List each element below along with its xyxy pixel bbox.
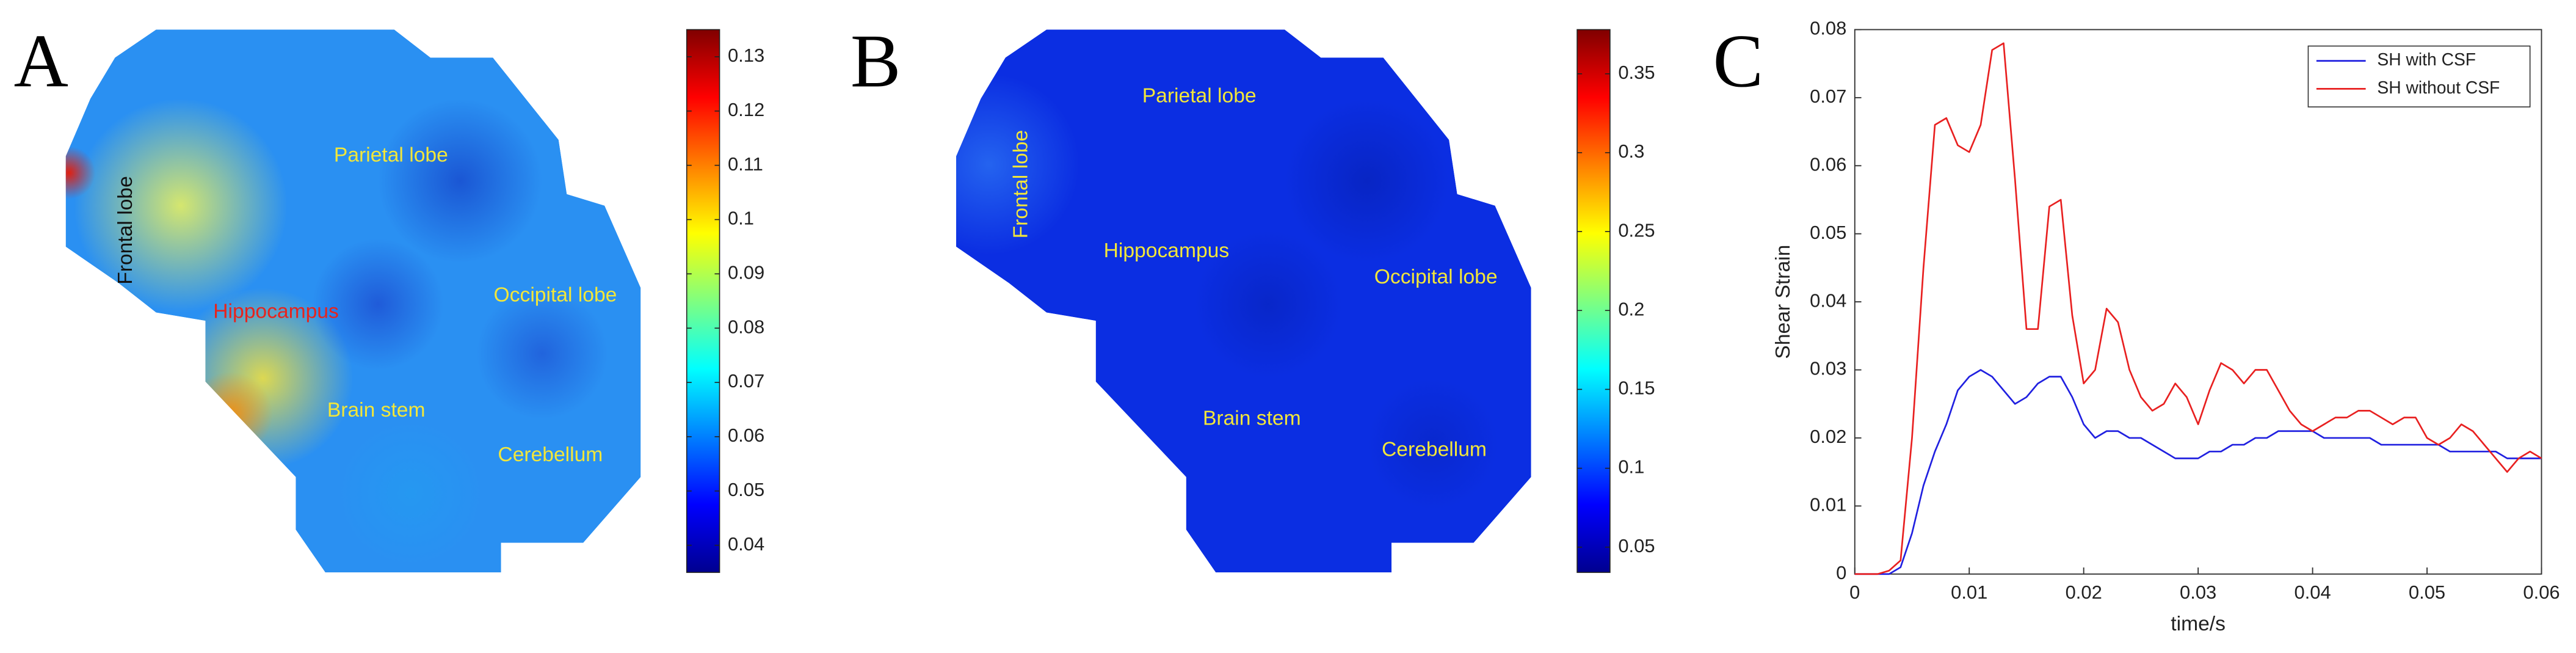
region-label: Brain stem <box>327 399 426 421</box>
region-label: Parietal lobe <box>334 144 448 167</box>
x-axis-label: time/s <box>2171 613 2226 635</box>
heat-blob <box>1366 378 1498 510</box>
y-tick-label: 0.05 <box>1810 222 1846 243</box>
colorbar-tick-label: 0.11 <box>728 153 763 175</box>
y-tick-label: 0.02 <box>1810 426 1846 447</box>
colorbar-tick-label: 0.07 <box>728 370 764 392</box>
panel-label: B <box>851 19 901 103</box>
heat-blob <box>956 74 1079 255</box>
y-tick-label: 0.06 <box>1810 153 1846 175</box>
x-tick-label: 0.02 <box>2066 582 2102 603</box>
region-label: Cerebellum <box>1382 439 1487 461</box>
colorbar-tick-label: 0.2 <box>1618 298 1644 319</box>
colorbar-tick-label: 0.08 <box>728 316 764 337</box>
heat-blob <box>476 288 608 420</box>
y-tick-label: 0.08 <box>1810 18 1846 39</box>
colorbar-tick-label: 0.1 <box>1618 456 1644 478</box>
heatmap <box>65 29 641 573</box>
y-tick-label: 0.04 <box>1810 290 1846 311</box>
colorbar-tick-label: 0.15 <box>1618 378 1655 399</box>
colorbar-tick-label: 0.12 <box>728 99 764 120</box>
series-line <box>1854 369 2542 575</box>
plot-area <box>1854 29 2542 575</box>
region-label: Hippocampus <box>213 300 339 323</box>
region-label: Occipital lobe <box>494 284 617 307</box>
legend-label: SH with CSF <box>2377 49 2476 69</box>
colorbar-tick-label: 0.09 <box>728 261 764 283</box>
region-label: Frontal lobe <box>114 176 137 285</box>
region-label: Occipital lobe <box>1374 266 1498 288</box>
colorbar-tick-label: 0.3 <box>1618 140 1644 162</box>
heat-blob <box>377 98 542 263</box>
heat-blob <box>1285 98 1449 263</box>
colorbar <box>686 29 720 573</box>
heat-blob <box>187 371 273 458</box>
colorbar <box>1576 29 1611 573</box>
colorbar-tick-label: 0.25 <box>1618 219 1655 241</box>
region-label: Parietal lobe <box>1142 85 1257 108</box>
x-tick-label: 0.04 <box>2294 582 2331 603</box>
y-axis-label: Shear Strain <box>1772 245 1794 359</box>
region-label: Frontal lobe <box>1010 130 1032 239</box>
colorbar-tick-label: 0.1 <box>728 208 754 229</box>
legend <box>2307 45 2531 108</box>
colorbar-tick-label: 0.06 <box>728 425 764 446</box>
colorbar-tick-label: 0.04 <box>728 533 764 555</box>
heat-blob <box>74 98 288 313</box>
heatmap <box>956 29 1531 573</box>
y-tick-label: 0.03 <box>1810 358 1846 379</box>
x-tick-label: 0.01 <box>1951 582 1987 603</box>
region-label: Hippocampus <box>1104 239 1230 262</box>
colorbar-tick-label: 0.05 <box>1618 535 1655 556</box>
y-tick-label: 0.01 <box>1810 494 1846 516</box>
colorbar-tick-label: 0.05 <box>728 479 764 500</box>
legend-label: SH without CSF <box>2377 78 2500 97</box>
x-tick-label: 0.03 <box>2180 582 2216 603</box>
colorbar-tick-label: 0.13 <box>728 45 764 66</box>
heat-blob <box>312 238 444 370</box>
x-tick-label: 0 <box>1849 582 1860 603</box>
y-tick-label: 0.07 <box>1810 86 1846 107</box>
heat-blob <box>336 419 485 567</box>
x-tick-label: 0.06 <box>2523 582 2560 603</box>
region-label: Cerebellum <box>498 443 603 466</box>
panel-label: C <box>1713 19 1763 103</box>
colorbar-tick-label: 0.35 <box>1618 62 1655 83</box>
y-tick-label: 0 <box>1836 562 1846 583</box>
heat-blob <box>1194 230 1343 379</box>
region-label: Brain stem <box>1203 407 1301 430</box>
x-tick-label: 0.05 <box>2409 582 2445 603</box>
panel-label: A <box>14 19 68 103</box>
heat-blob <box>65 146 96 199</box>
series-line <box>1854 42 2542 575</box>
